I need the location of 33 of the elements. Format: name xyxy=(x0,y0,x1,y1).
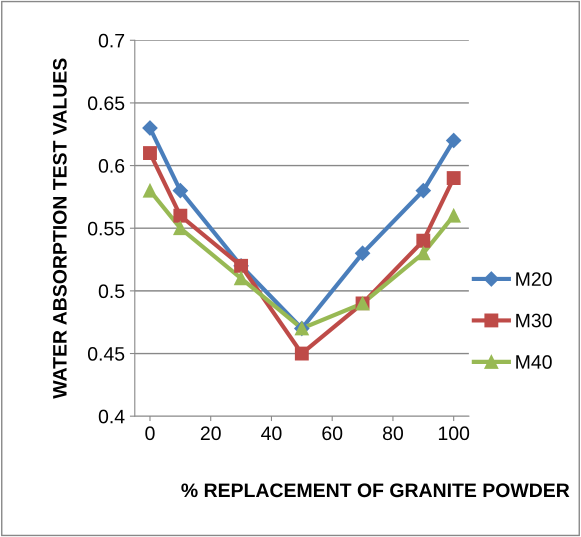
y-tick-label: 0.45 xyxy=(88,346,124,361)
x-tick-label: 0 xyxy=(145,426,155,440)
point xyxy=(416,183,431,198)
legend-label: M20 xyxy=(516,272,552,286)
legend-label: M40 xyxy=(516,355,552,369)
y-tick-label: 0.7 xyxy=(98,34,124,48)
point xyxy=(355,246,370,261)
point xyxy=(143,184,157,198)
point xyxy=(446,132,462,148)
point xyxy=(294,346,309,360)
point xyxy=(446,208,461,223)
point xyxy=(234,271,248,286)
point xyxy=(446,171,461,186)
y-axis-title: WATER ABSORPTION TEST VALUES xyxy=(52,58,67,399)
x-tick-label: 20 xyxy=(200,426,221,440)
point xyxy=(143,146,157,160)
x-tick-label: 40 xyxy=(261,426,282,440)
x-tick-label: 100 xyxy=(438,426,470,440)
point xyxy=(416,246,430,260)
y-tick-label: 0.55 xyxy=(88,222,124,236)
point xyxy=(173,221,188,236)
point xyxy=(416,234,430,248)
x-axis-title: % REPLACEMENT OF GRANITE POWDER xyxy=(181,483,570,498)
point xyxy=(142,120,158,136)
x-tick-label: 80 xyxy=(382,426,403,440)
point xyxy=(172,183,188,198)
y-tick-label: 0.4 xyxy=(98,410,125,424)
x-tick-label: 60 xyxy=(322,426,342,440)
y-tick-label: 0.5 xyxy=(98,284,124,298)
y-tick-label: 0.65 xyxy=(88,96,124,110)
legend-label: M30 xyxy=(516,314,552,328)
y-tick-label: 0.6 xyxy=(98,159,124,173)
point xyxy=(173,208,188,223)
